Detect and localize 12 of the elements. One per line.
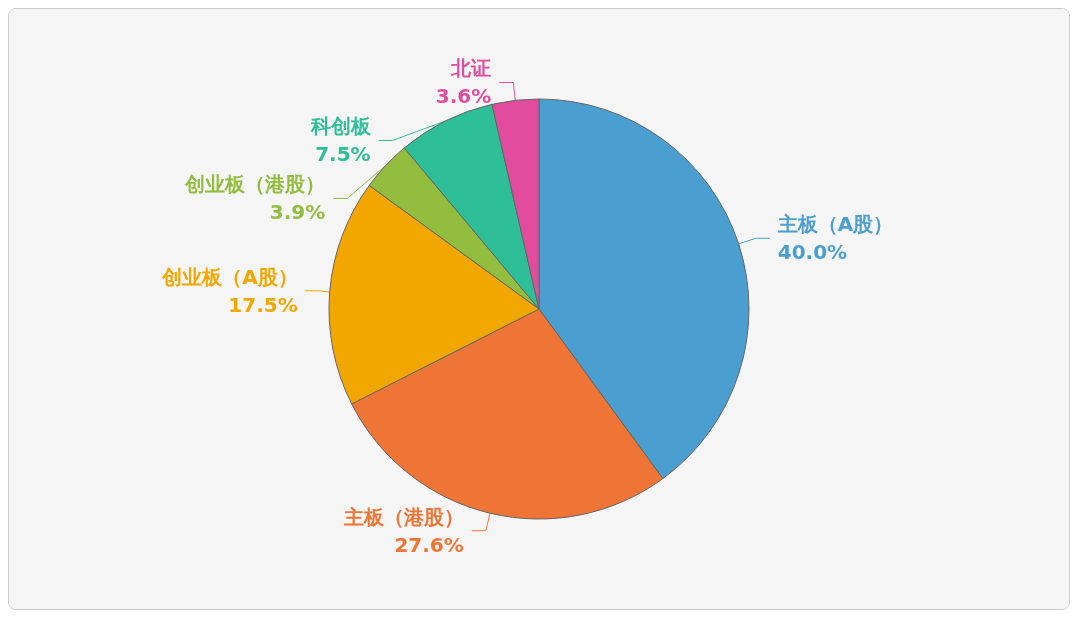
data-label: 3.6%: [435, 84, 492, 109]
data-label: 40.0%: [777, 240, 848, 265]
data-label: 3.9%: [269, 200, 326, 225]
data-label: 7.5%: [315, 142, 371, 167]
slice-label: 科创板: [309, 114, 372, 139]
data-label: 17.5%: [228, 292, 298, 317]
slice-label: 创业板（A股）: [161, 264, 298, 289]
slice-label: 创业板（港股）: [184, 172, 326, 197]
slice-label: 主板（港股）: [342, 504, 464, 529]
data-label: 27.6%: [394, 532, 464, 557]
slice-label: 北证: [450, 56, 492, 81]
slice-label: 主板（A股）: [776, 212, 894, 237]
